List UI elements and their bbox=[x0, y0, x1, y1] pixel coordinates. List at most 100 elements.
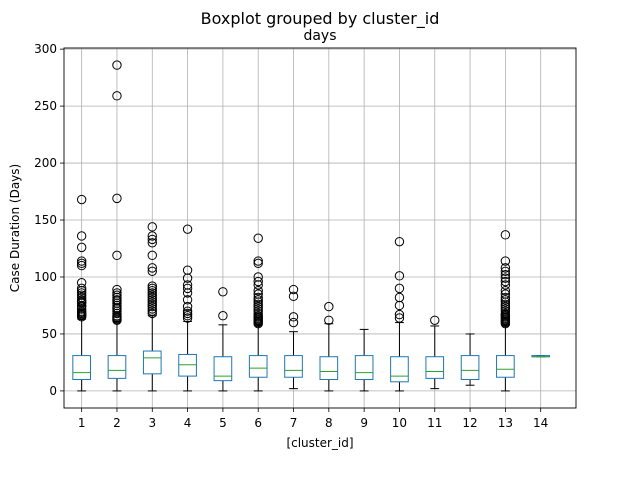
outlier-point bbox=[182, 308, 193, 319]
outlier-point bbox=[147, 285, 157, 296]
box-iqr bbox=[354, 355, 374, 381]
x-tick-label: 13 bbox=[498, 416, 513, 430]
x-tick-label: 7 bbox=[290, 416, 298, 430]
outlier-point bbox=[182, 311, 193, 321]
outlier-point bbox=[76, 242, 87, 253]
outlier-point bbox=[147, 266, 157, 276]
outlier-point bbox=[147, 250, 157, 261]
box-cluster-1 bbox=[72, 194, 91, 392]
box-iqr bbox=[496, 355, 515, 378]
outlier-point bbox=[76, 258, 87, 269]
outlier-point bbox=[147, 301, 157, 312]
outlier-point bbox=[76, 194, 87, 205]
outlier-point bbox=[182, 265, 193, 275]
y-tick-label: 300 bbox=[34, 42, 57, 56]
outlier-point bbox=[147, 304, 157, 314]
outlier-point bbox=[218, 311, 228, 321]
outlier-point bbox=[500, 299, 511, 310]
outlier-point bbox=[253, 308, 263, 319]
outlier-point bbox=[500, 276, 511, 287]
outlier-point bbox=[394, 283, 405, 294]
outlier-point bbox=[147, 234, 157, 245]
outlier-point bbox=[500, 301, 511, 312]
outlier-point bbox=[112, 290, 122, 300]
box-cluster-4 bbox=[178, 224, 197, 392]
outlier-point bbox=[394, 292, 405, 303]
outlier-point bbox=[182, 283, 193, 294]
outlier-point bbox=[76, 288, 87, 298]
x-tick-label: 6 bbox=[254, 416, 262, 430]
box-iqr bbox=[107, 355, 127, 379]
outlier-point bbox=[253, 276, 263, 287]
outlier-point bbox=[324, 315, 334, 325]
y-tick-label: 200 bbox=[34, 156, 57, 170]
outlier-point bbox=[288, 312, 299, 322]
box-cluster-11 bbox=[425, 315, 445, 390]
outlier-point bbox=[253, 306, 263, 316]
outlier-point bbox=[147, 283, 157, 294]
outlier-point bbox=[500, 273, 511, 283]
outlier-point bbox=[500, 308, 511, 319]
outlier-point bbox=[253, 233, 263, 243]
outlier-point bbox=[253, 304, 263, 314]
box-iqr bbox=[319, 356, 339, 381]
outlier-point bbox=[76, 256, 87, 266]
x-tick-label: 9 bbox=[360, 416, 368, 430]
outlier-point bbox=[147, 222, 157, 232]
box-iqr bbox=[178, 353, 197, 377]
outlier-point bbox=[394, 236, 405, 247]
outlier-point bbox=[288, 284, 299, 295]
outlier-point bbox=[147, 238, 157, 248]
outlier-point bbox=[147, 290, 157, 300]
outlier-point bbox=[147, 306, 157, 316]
x-tick-label: 14 bbox=[533, 416, 548, 430]
outlier-point bbox=[253, 295, 263, 305]
plot-area bbox=[72, 60, 551, 392]
box-cluster-9 bbox=[354, 328, 374, 392]
outlier-point bbox=[182, 280, 193, 290]
outlier-point bbox=[500, 304, 511, 314]
outlier-point bbox=[500, 230, 511, 240]
x-tick-label: 3 bbox=[148, 416, 156, 430]
outlier-point bbox=[147, 281, 157, 291]
y-tick-label: 250 bbox=[34, 99, 57, 113]
outlier-point bbox=[76, 231, 87, 241]
outlier-point bbox=[500, 266, 511, 276]
outlier-point bbox=[218, 287, 228, 297]
box-iqr bbox=[248, 355, 268, 378]
outlier-point bbox=[147, 231, 157, 241]
y-tick-label: 50 bbox=[42, 327, 57, 341]
x-tick-label: 10 bbox=[392, 416, 407, 430]
outlier-point bbox=[147, 308, 157, 319]
outlier-point bbox=[76, 283, 87, 294]
box-iqr bbox=[390, 356, 409, 383]
outlier-point bbox=[394, 271, 405, 281]
outlier-point bbox=[394, 313, 405, 323]
x-tick-label: 1 bbox=[78, 416, 86, 430]
outlier-point bbox=[182, 313, 193, 323]
outlier-point bbox=[112, 60, 122, 70]
outlier-point bbox=[182, 295, 193, 305]
outlier-point bbox=[253, 292, 263, 303]
outlier-point bbox=[112, 91, 122, 101]
outlier-point bbox=[500, 263, 511, 273]
y-axis-label: Case Duration (Days) bbox=[8, 164, 22, 292]
outlier-point bbox=[500, 256, 511, 266]
axes-frame bbox=[63, 47, 577, 409]
y-tick-label: 150 bbox=[34, 213, 57, 227]
box-cluster-5 bbox=[213, 287, 233, 392]
box-iqr bbox=[213, 356, 233, 382]
outlier-point bbox=[288, 317, 299, 328]
y-tick-label: 100 bbox=[34, 270, 57, 284]
outlier-point bbox=[147, 295, 157, 305]
box-iqr bbox=[72, 355, 91, 381]
y-tick-label: 0 bbox=[49, 384, 57, 398]
outlier-point bbox=[76, 295, 87, 305]
outlier-point bbox=[253, 258, 263, 269]
outlier-point bbox=[182, 224, 193, 234]
outlier-point bbox=[253, 256, 263, 266]
x-tick-label: 8 bbox=[325, 416, 333, 430]
figure-suptitle: Boxplot grouped by cluster_id bbox=[201, 9, 440, 29]
